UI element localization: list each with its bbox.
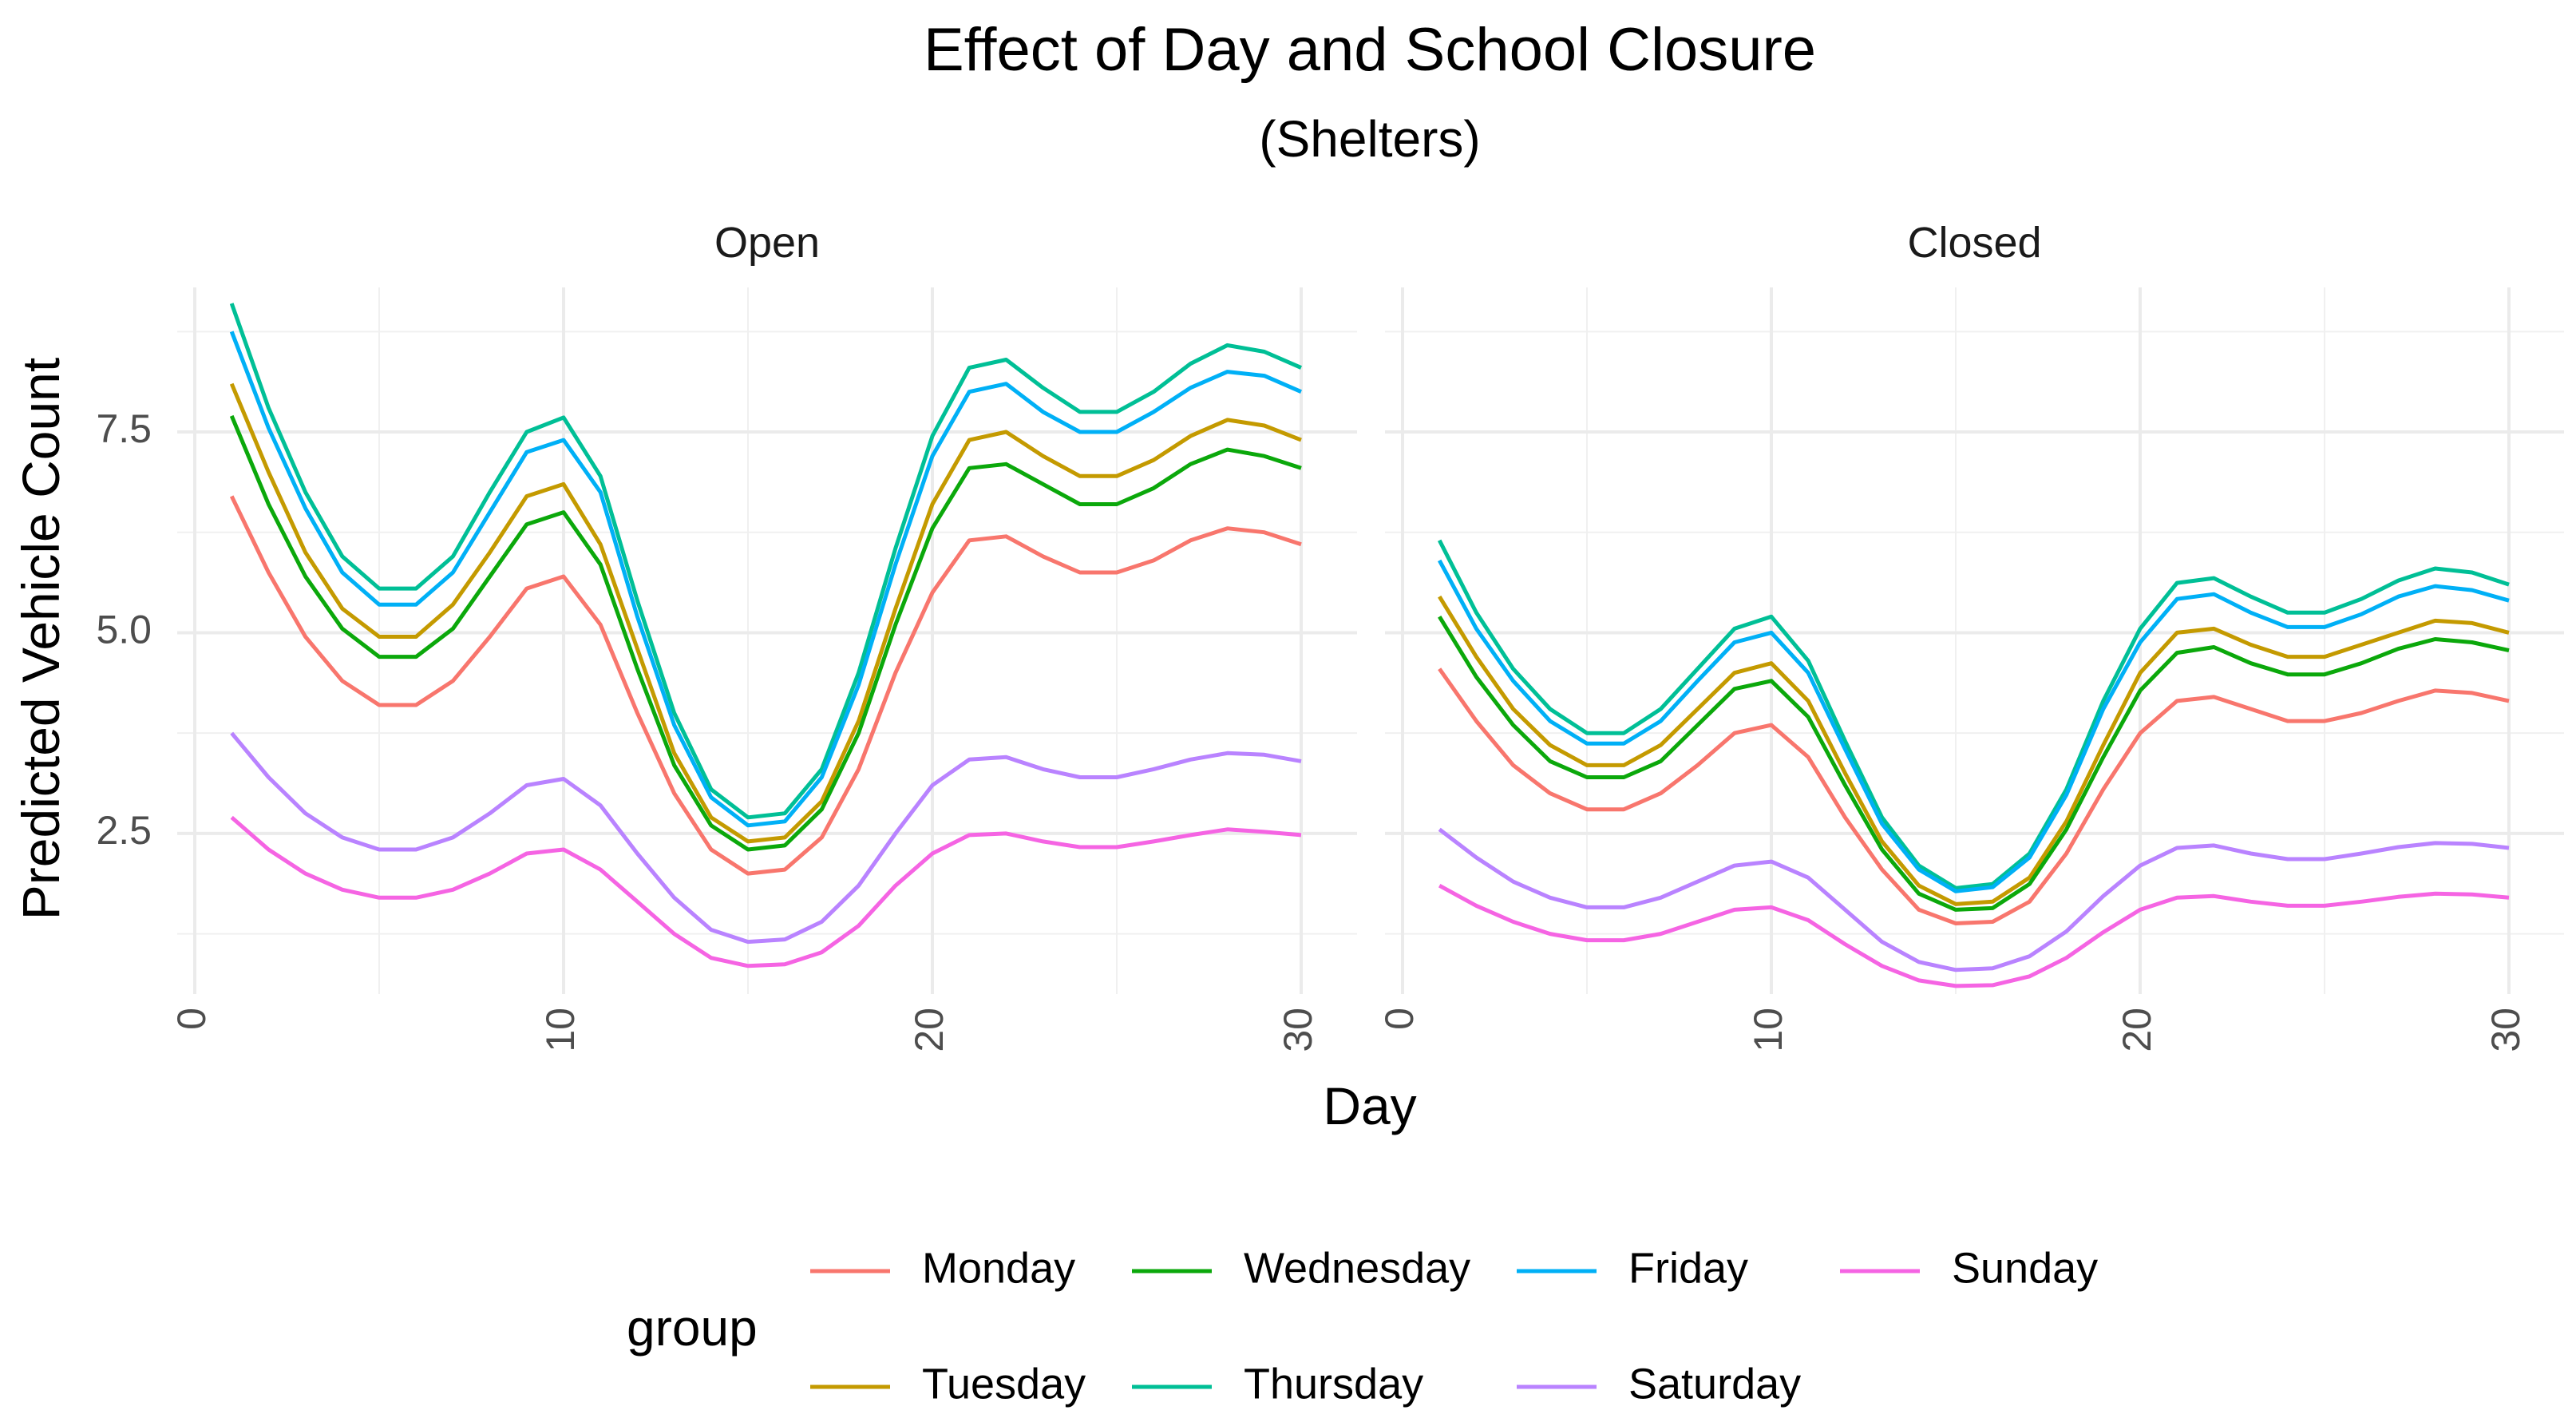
series-line-friday (229, 331, 1302, 828)
series-line-sunday (1438, 884, 2510, 988)
x-tick-label: 20 (2115, 1008, 2159, 1052)
y-axis-label: Predicted Vehicle Count (11, 358, 70, 920)
series-line-saturday (1438, 827, 2510, 972)
panel-open: Open 0 10 20 30 2.5 5.0 7.5 (96, 219, 1357, 1052)
panel-label: Closed (1907, 219, 2041, 267)
panel-closed: Closed 0 10 20 30 (1377, 219, 2564, 1052)
series-line-tuesday (1438, 595, 2510, 906)
x-tick-label: 20 (907, 1008, 952, 1052)
series-line-monday (229, 495, 1302, 876)
legend-item-thursday: Thursday (1132, 1360, 1423, 1408)
legend-label: Friday (1628, 1244, 1748, 1292)
y-tick-label: 2.5 (96, 808, 152, 853)
chart-title: Effect of Day and School Closure (924, 16, 1816, 84)
legend-title: group (627, 1299, 758, 1357)
legend-label: Saturday (1628, 1360, 1801, 1408)
chart-subtitle: (Shelters) (1259, 110, 1480, 168)
legend-label: Monday (922, 1244, 1075, 1292)
series-line-friday (1438, 559, 2510, 893)
series-line-monday (1438, 667, 2510, 925)
legend-label: Sunday (1952, 1244, 2098, 1292)
legend-item-saturday: Saturday (1517, 1360, 1801, 1408)
legend-item-friday: Friday (1517, 1244, 1748, 1292)
panel-label: Open (714, 219, 820, 267)
series-line-wednesday (229, 414, 1302, 852)
x-tick-label: 30 (1276, 1008, 1320, 1052)
x-tick-label: 10 (1746, 1008, 1791, 1052)
legend-label: Tuesday (922, 1360, 1086, 1408)
legend-item-tuesday: Tuesday (810, 1360, 1086, 1408)
x-tick-label: 10 (538, 1008, 583, 1052)
legend-item-monday: Monday (810, 1244, 1075, 1292)
legend-item-sunday: Sunday (1840, 1244, 2098, 1292)
legend-label: Thursday (1244, 1360, 1423, 1408)
y-tick-label: 7.5 (96, 406, 152, 451)
x-tick-label: 0 (169, 1008, 214, 1030)
y-tick-label: 5.0 (96, 608, 152, 652)
panels: Open 0 10 20 30 2.5 5.0 7.5 Closed 0 10 20 30 (96, 219, 2564, 1052)
series-line-thursday (1437, 539, 2510, 890)
legend-item-wednesday: Wednesday (1132, 1244, 1470, 1292)
series-line-thursday (229, 303, 1302, 820)
x-axis-label: Day (1323, 1076, 1416, 1135)
x-tick-label: 30 (2483, 1008, 2528, 1052)
series-line-sunday (230, 815, 1302, 968)
legend: group Monday Tuesday Wednesday Thursday Frid… (627, 1244, 2098, 1408)
series-line-saturday (230, 731, 1302, 945)
series-line-wednesday (1438, 615, 2510, 912)
legend-label: Wednesday (1244, 1244, 1470, 1292)
x-tick-label: 0 (1377, 1008, 1422, 1030)
series-line-tuesday (229, 382, 1302, 844)
